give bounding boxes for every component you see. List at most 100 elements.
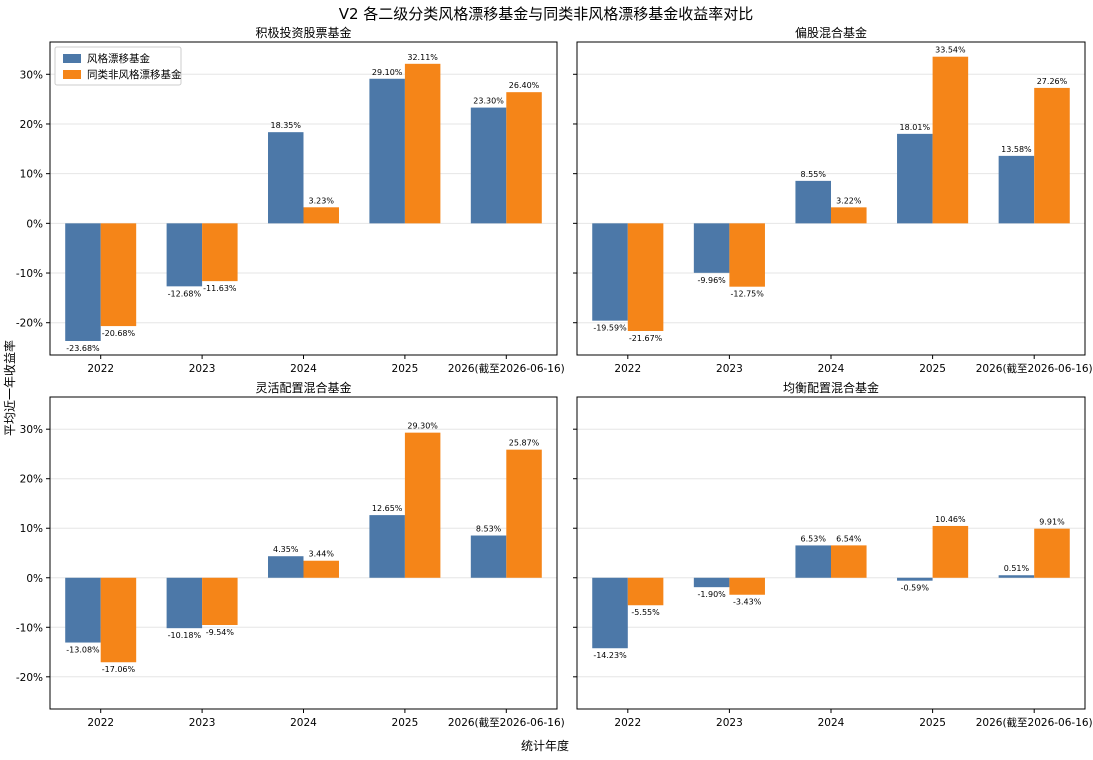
bar-drift-2022: [592, 577, 628, 649]
bar-value-label: 3.44%: [309, 550, 335, 559]
bar-value-label: -12.75%: [730, 290, 764, 299]
bar-non-drift-2022: [627, 577, 664, 606]
bar-value-label: 26.40%: [509, 81, 540, 90]
y-tick-label: 10%: [20, 169, 43, 181]
bar-value-label: 33.54%: [935, 46, 966, 55]
bar-drift-2023: [166, 577, 203, 629]
x-tick-label: 2023: [189, 717, 216, 729]
bar-value-label: -9.54%: [206, 628, 235, 637]
bar-non-drift-2024: [303, 560, 339, 578]
bar-value-label: 25.87%: [509, 439, 540, 448]
y-tick-label: 0%: [26, 218, 43, 230]
bar-non-drift-2023: [202, 223, 238, 282]
bar-non-drift-2023: [202, 577, 238, 626]
y-tick-label: 20%: [20, 474, 43, 486]
bar-non-drift-2024: [831, 207, 867, 224]
x-tick-label: 2023: [716, 717, 743, 729]
bar-drift-2023: [166, 223, 203, 287]
x-tick-label: 2022: [614, 363, 641, 375]
x-tick-label: 2025: [919, 363, 946, 375]
bar-non-drift-2022: [100, 223, 137, 327]
bar-drift-2025: [897, 577, 933, 581]
x-tick-label: 2025: [392, 363, 419, 375]
y-tick-label: 30%: [20, 69, 43, 81]
y-tick-label: 0%: [26, 573, 43, 585]
panel-2: -19.59% -9.96% 8.55% 18.01% 13.58% -21.67% -12…: [573, 25, 1093, 375]
bar-value-label: 10.46%: [935, 515, 966, 524]
legend-entry: 同类非风格漂移基金: [87, 68, 182, 81]
bar-drift-2024: [795, 180, 831, 224]
bar-drift-2026(截至2026-06-16): [470, 535, 507, 578]
x-tick-label: 2026(截至2026-06-16): [976, 716, 1093, 729]
bar-value-label: -0.59%: [901, 584, 930, 593]
bar-drift-2024: [268, 556, 304, 578]
bar-non-drift-2026(截至2026-06-16): [1034, 528, 1070, 578]
x-tick-label: 2024: [290, 363, 317, 375]
subplot-title: 灵活配置混合基金: [255, 380, 351, 395]
subplot-title: 均衡配置混合基金: [783, 380, 879, 395]
legend-swatch: [63, 54, 81, 63]
y-tick-label: 10%: [20, 523, 43, 535]
bar-drift-2025: [369, 515, 405, 578]
bar-non-drift-2024: [303, 207, 339, 224]
bar-value-label: 4.35%: [273, 545, 299, 554]
y-tick-label: 20%: [20, 119, 43, 131]
x-tick-label: 2024: [290, 717, 317, 729]
bar-value-label: -3.43%: [733, 598, 762, 607]
bar-drift-2023: [693, 577, 730, 588]
legend-box: [54, 46, 182, 86]
x-tick-label: 2022: [87, 717, 114, 729]
bar-value-label: -10.18%: [168, 631, 202, 640]
bar-value-label: 6.53%: [801, 534, 827, 543]
subplot-title: 偏股混合基金: [795, 25, 867, 40]
bar-drift-2026(截至2026-06-16): [998, 155, 1035, 224]
bar-non-drift-2026(截至2026-06-16): [506, 92, 542, 224]
subplot-title: 积极投资股票基金: [255, 25, 351, 40]
panel-1: -23.68% -12.68% 18.35% 29.10% 23.30% -20.68% -…: [16, 25, 565, 375]
bar-value-label: -13.08%: [66, 646, 100, 655]
y-tick-label: -10%: [16, 622, 43, 634]
bar-non-drift-2026(截至2026-06-16): [506, 449, 542, 578]
bar-value-label: 0.51%: [1004, 564, 1030, 573]
bar-value-label: 23.30%: [473, 97, 504, 106]
x-tick-label: 2022: [614, 717, 641, 729]
bar-value-label: -11.63%: [203, 284, 237, 293]
bar-value-label: 8.53%: [476, 525, 502, 534]
bar-value-label: 29.30%: [407, 422, 438, 431]
bar-value-label: 27.26%: [1037, 77, 1068, 86]
x-tick-label: 2025: [919, 717, 946, 729]
bar-non-drift-2022: [627, 223, 664, 332]
bar-non-drift-2024: [831, 545, 867, 578]
bar-value-label: 8.55%: [801, 170, 827, 179]
panel-3: -13.08% -10.18% 4.35% 12.65% 8.53% -17.06% -9.…: [16, 380, 565, 729]
bar-drift-2025: [369, 78, 405, 224]
bar-value-label: -21.67%: [629, 334, 663, 343]
bar-value-label: 6.54%: [836, 534, 862, 543]
bar-non-drift-2022: [100, 577, 137, 663]
x-tick-label: 2022: [87, 363, 114, 375]
bar-value-label: 18.35%: [270, 121, 301, 130]
x-tick-label: 2026(截至2026-06-16): [976, 362, 1093, 375]
bar-drift-2025: [897, 133, 933, 224]
x-tick-label: 2023: [716, 363, 743, 375]
bar-drift-2022: [592, 223, 628, 321]
x-tick-label: 2024: [818, 363, 845, 375]
bar-drift-2022: [65, 577, 101, 643]
y-tick-label: -20%: [16, 672, 43, 684]
bar-non-drift-2023: [729, 577, 765, 595]
x-tick-label: 2026(截至2026-06-16): [448, 362, 565, 375]
x-tick-label: 2023: [189, 363, 216, 375]
legend-entry: 风格漂移基金: [87, 52, 150, 65]
chart-panels: -23.68% -12.68% 18.35% 29.10% 23.30% -20.68% -…: [16, 25, 1093, 729]
bar-value-label: 32.11%: [407, 53, 438, 62]
bar-value-label: -19.59%: [593, 324, 627, 333]
bar-value-label: 12.65%: [372, 504, 403, 513]
x-tick-label: 2024: [818, 717, 845, 729]
bar-non-drift-2026(截至2026-06-16): [1034, 87, 1070, 224]
bar-non-drift-2025: [404, 432, 441, 578]
bar-drift-2024: [795, 545, 831, 578]
bar-value-label: -14.23%: [593, 651, 627, 660]
bar-value-label: -9.96%: [697, 276, 726, 285]
